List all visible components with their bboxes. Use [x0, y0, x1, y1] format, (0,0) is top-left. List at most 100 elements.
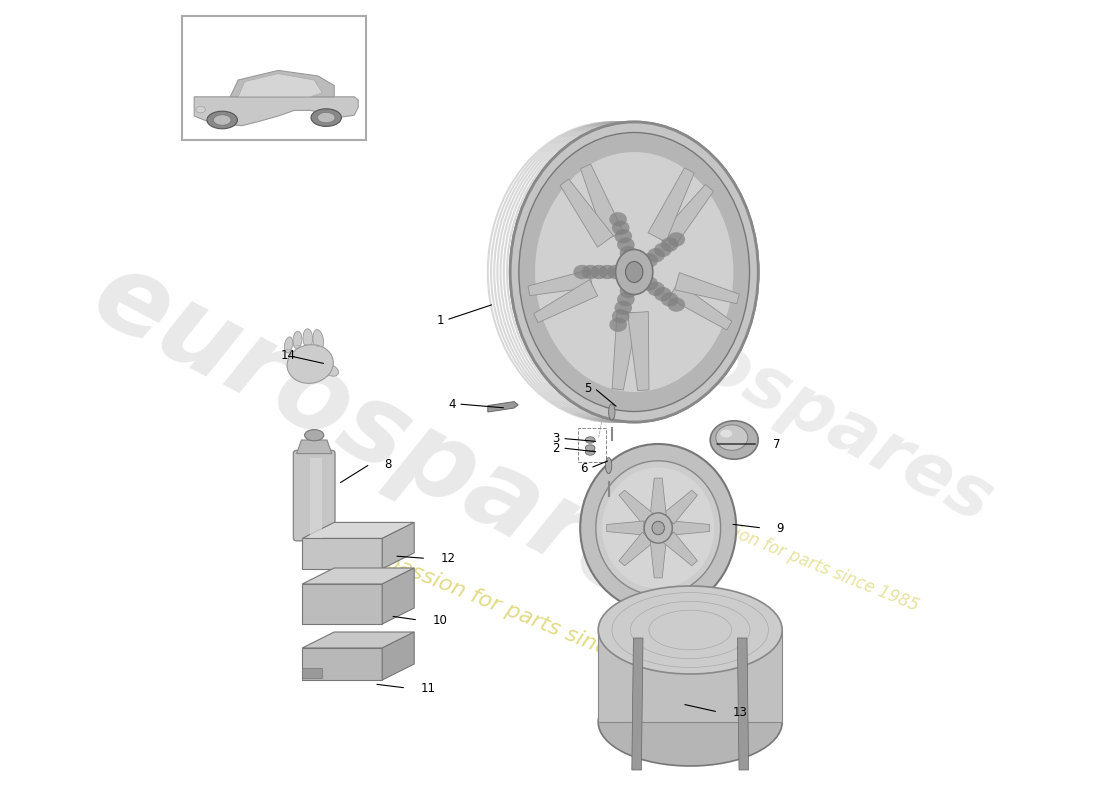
- Ellipse shape: [661, 292, 679, 306]
- Polygon shape: [302, 668, 322, 678]
- Polygon shape: [628, 311, 649, 390]
- Polygon shape: [674, 273, 739, 304]
- Ellipse shape: [535, 152, 734, 392]
- Ellipse shape: [585, 437, 595, 443]
- Polygon shape: [382, 632, 415, 680]
- Ellipse shape: [647, 282, 664, 296]
- Ellipse shape: [580, 444, 736, 612]
- Polygon shape: [302, 522, 415, 538]
- Polygon shape: [648, 168, 694, 242]
- Ellipse shape: [311, 109, 341, 126]
- Polygon shape: [195, 97, 359, 126]
- Polygon shape: [487, 402, 518, 412]
- Ellipse shape: [615, 301, 632, 315]
- Ellipse shape: [510, 122, 758, 422]
- Polygon shape: [302, 648, 382, 680]
- Ellipse shape: [607, 265, 625, 279]
- Ellipse shape: [207, 111, 238, 129]
- Polygon shape: [662, 532, 697, 566]
- Ellipse shape: [612, 221, 629, 235]
- Polygon shape: [310, 458, 322, 538]
- Ellipse shape: [602, 467, 714, 589]
- Ellipse shape: [605, 458, 612, 474]
- Polygon shape: [302, 568, 415, 584]
- Ellipse shape: [654, 287, 672, 302]
- Ellipse shape: [619, 246, 637, 260]
- FancyBboxPatch shape: [294, 450, 335, 541]
- Ellipse shape: [585, 449, 595, 455]
- Polygon shape: [669, 282, 732, 330]
- Polygon shape: [382, 522, 415, 569]
- Polygon shape: [612, 310, 638, 390]
- Ellipse shape: [598, 678, 782, 766]
- Ellipse shape: [645, 513, 672, 543]
- Polygon shape: [302, 632, 415, 648]
- Text: 6: 6: [581, 462, 589, 474]
- Polygon shape: [230, 70, 334, 97]
- Ellipse shape: [573, 265, 591, 279]
- Polygon shape: [528, 270, 593, 296]
- Polygon shape: [302, 538, 382, 569]
- Polygon shape: [382, 568, 415, 624]
- Text: eurospares: eurospares: [75, 240, 729, 656]
- Polygon shape: [560, 179, 614, 247]
- Ellipse shape: [640, 253, 658, 267]
- Text: 7: 7: [772, 438, 780, 450]
- Polygon shape: [297, 440, 332, 454]
- Text: 9: 9: [777, 522, 784, 534]
- Polygon shape: [619, 532, 653, 566]
- Ellipse shape: [609, 318, 627, 332]
- Polygon shape: [781, 630, 782, 722]
- Text: 13: 13: [733, 706, 748, 718]
- Text: 2: 2: [552, 442, 560, 454]
- Ellipse shape: [647, 248, 664, 262]
- Ellipse shape: [668, 298, 685, 312]
- Polygon shape: [534, 279, 597, 322]
- Ellipse shape: [305, 430, 323, 441]
- Ellipse shape: [716, 425, 748, 450]
- Ellipse shape: [590, 265, 607, 279]
- Polygon shape: [658, 185, 714, 250]
- Polygon shape: [650, 541, 667, 578]
- Ellipse shape: [668, 232, 685, 246]
- Ellipse shape: [196, 106, 206, 113]
- Ellipse shape: [612, 309, 629, 323]
- Ellipse shape: [617, 292, 635, 306]
- Polygon shape: [650, 478, 667, 515]
- Ellipse shape: [213, 114, 231, 126]
- Ellipse shape: [582, 265, 600, 279]
- Text: 14: 14: [280, 350, 296, 362]
- Ellipse shape: [323, 365, 339, 376]
- Ellipse shape: [654, 242, 672, 257]
- Ellipse shape: [615, 229, 632, 243]
- Text: 4: 4: [449, 398, 456, 410]
- Text: 1: 1: [437, 314, 444, 326]
- Polygon shape: [672, 521, 710, 535]
- Ellipse shape: [585, 445, 595, 451]
- Text: 3: 3: [552, 432, 560, 445]
- Ellipse shape: [598, 586, 782, 674]
- Ellipse shape: [598, 265, 616, 279]
- Text: a passion for parts since 1985: a passion for parts since 1985: [682, 505, 922, 615]
- Ellipse shape: [312, 330, 323, 350]
- Ellipse shape: [510, 122, 758, 422]
- Ellipse shape: [652, 522, 664, 534]
- Ellipse shape: [720, 430, 733, 438]
- Ellipse shape: [609, 212, 627, 226]
- Ellipse shape: [617, 238, 635, 252]
- Ellipse shape: [293, 331, 301, 349]
- Text: 5: 5: [584, 382, 592, 394]
- Text: 11: 11: [420, 682, 436, 694]
- Ellipse shape: [619, 284, 637, 298]
- Polygon shape: [662, 490, 697, 524]
- Polygon shape: [619, 490, 653, 524]
- Text: a passion for parts since 1985: a passion for parts since 1985: [363, 544, 682, 688]
- Polygon shape: [598, 630, 600, 722]
- Ellipse shape: [640, 277, 658, 291]
- Text: 8: 8: [385, 458, 392, 470]
- Ellipse shape: [626, 262, 642, 282]
- Ellipse shape: [661, 238, 679, 252]
- Ellipse shape: [608, 404, 615, 420]
- Polygon shape: [239, 74, 322, 97]
- Ellipse shape: [287, 345, 333, 383]
